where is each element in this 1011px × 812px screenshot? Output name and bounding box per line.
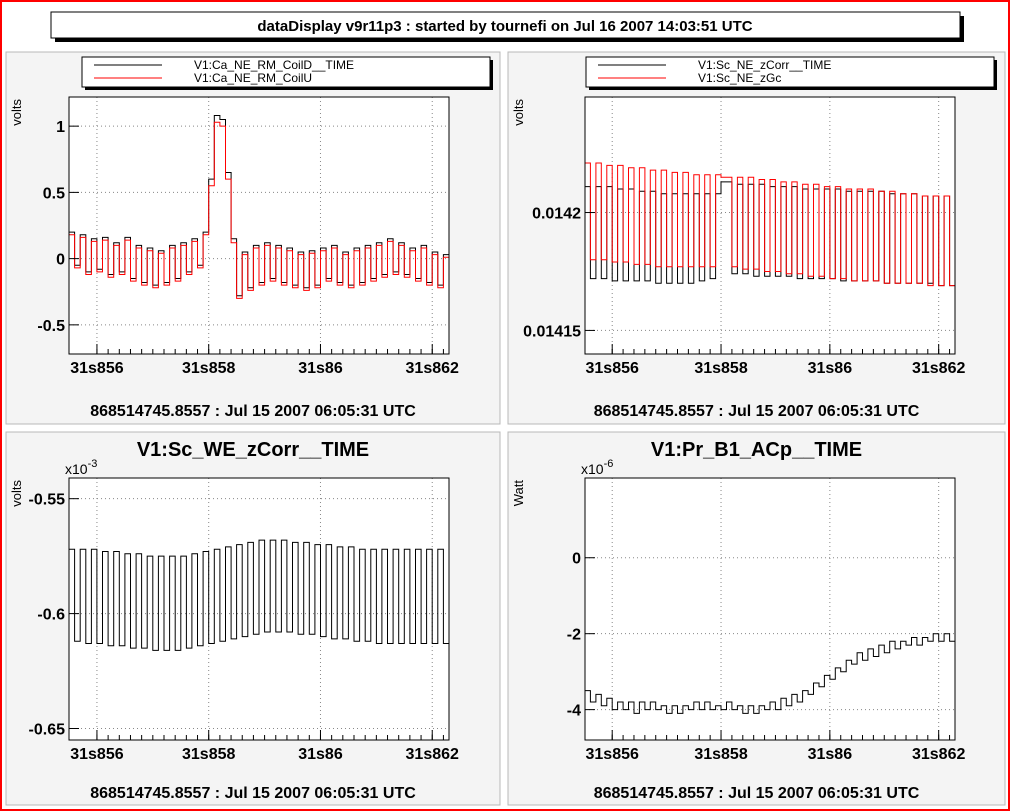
axis-exponent-base: x10 — [65, 461, 88, 477]
axis-exponent-label: x10-6 — [581, 458, 613, 477]
axis-exponent-base: x10 — [581, 461, 604, 477]
series-line-0 — [585, 633, 955, 714]
legend-frame — [81, 56, 491, 88]
pad-bottom-left: 31s856 31s858 31s86 31s862 -0.55 -0.6 -0.65 x10… — [5, 431, 501, 806]
y-axis-label: volts — [511, 99, 526, 126]
y-axis-label: volts — [9, 99, 24, 126]
y-axis-label: volts — [9, 480, 24, 507]
y-tick-label: -0.5 — [37, 318, 65, 335]
x-tick-label: 31s862 — [912, 746, 965, 763]
y-tick-label: -2 — [567, 627, 581, 644]
x-tick-label: 31s858 — [694, 360, 747, 377]
x-tick-label: 31s86 — [808, 746, 853, 763]
page-title: dataDisplay v9r11p3 : started by tournef… — [257, 18, 752, 35]
x-axis-label: 868514745.8557 : Jul 15 2007 06:05:31 UT… — [594, 403, 920, 420]
chart-title: V1:Sc_WE_zCorr__TIME — [137, 439, 369, 461]
title-box: dataDisplay v9r11p3 : started by tournef… — [50, 11, 964, 42]
y-axis-label: Watt — [511, 480, 526, 507]
x-tick-label: 31s858 — [182, 746, 235, 763]
x-axis-label: 868514745.8557 : Jul 15 2007 06:05:31 UT… — [90, 785, 416, 802]
pad-bottom-right: 31s856 31s858 31s86 31s862 0 -2 -4 x10-6 Watt 868… — [507, 431, 1006, 806]
y-tick-label: 0.5 — [43, 185, 65, 202]
title-box-frame — [50, 11, 961, 39]
series-line-1 — [585, 162, 955, 287]
legend-frame — [585, 56, 995, 88]
plot-frame — [68, 96, 450, 355]
x-tick-label: 31s856 — [70, 746, 123, 763]
plot-area — [69, 97, 449, 354]
x-tick-label: 31s856 — [586, 360, 639, 377]
x-tick-label: 31s86 — [808, 360, 853, 377]
grid — [69, 478, 449, 740]
x-tick-label: 31s862 — [406, 360, 459, 377]
legend-label-1: V1:Ca_NE_RM_CoilU — [194, 71, 312, 85]
plot-frame — [584, 477, 956, 741]
legend-label-0: V1:Sc_NE_zCorr__TIME — [698, 58, 831, 72]
x-tick-label: 31s862 — [406, 746, 459, 763]
x-tick-label: 31s862 — [912, 360, 965, 377]
y-tick-label: -0.6 — [37, 607, 65, 624]
y-tick-label: 0.01415 — [523, 323, 581, 340]
plot-frame — [68, 477, 450, 741]
axis-exponent-power: -6 — [604, 458, 614, 470]
axis-exponent-label: x10-3 — [65, 458, 97, 477]
y-tick-label: -0.65 — [29, 722, 66, 739]
chart-title: V1:Pr_B1_ACp__TIME — [651, 439, 862, 461]
x-tick-label: 31s856 — [70, 360, 123, 377]
x-tick-label: 31s86 — [298, 360, 343, 377]
plot-area — [585, 478, 955, 740]
x-axis-label: 868514745.8557 : Jul 15 2007 06:05:31 UT… — [90, 403, 416, 420]
y-tick-label: -4 — [567, 703, 581, 720]
x-axis-label: 868514745.8557 : Jul 15 2007 06:05:31 UT… — [594, 785, 920, 802]
y-tick-label: 1 — [56, 119, 65, 136]
y-tick-label: -0.55 — [29, 492, 66, 509]
x-tick-label: 31s858 — [182, 360, 235, 377]
y-tick-label: 0 — [572, 551, 581, 568]
series-line-0 — [69, 539, 449, 651]
y-tick-label: 0 — [56, 252, 65, 269]
plot-frame — [584, 96, 956, 355]
x-tick-label: 31s856 — [586, 746, 639, 763]
axis-exponent-power: -3 — [88, 458, 98, 470]
legend-label-1: V1:Sc_NE_zGc — [698, 71, 781, 85]
legend-label-0: V1:Ca_NE_RM_CoilD__TIME — [194, 58, 354, 72]
series-line-1 — [69, 121, 449, 299]
y-tick-label: 0.0142 — [532, 206, 581, 223]
pad-top-right: 31s856 31s858 31s86 31s862 0.0142 0.01415 volt… — [507, 51, 1006, 425]
x-tick-label: 31s858 — [694, 746, 747, 763]
pad-top-left: 31s856 31s858 31s86 31s862 1 0.5 0 -0.5 volts 868… — [5, 51, 501, 425]
x-tick-label: 31s86 — [298, 746, 343, 763]
